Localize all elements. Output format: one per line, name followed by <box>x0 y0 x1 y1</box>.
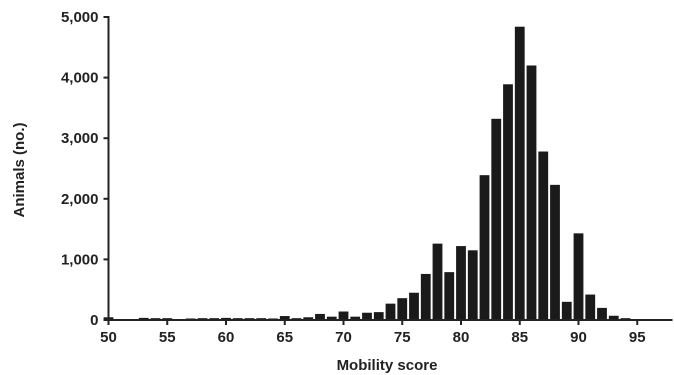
x-tick-label: 70 <box>335 329 352 346</box>
bar <box>338 311 349 320</box>
bar <box>550 184 560 320</box>
x-tick-label: 90 <box>570 329 587 346</box>
bar <box>444 272 455 320</box>
y-tick-label: 5,000 <box>61 9 99 26</box>
y-tick-label: 3,000 <box>61 130 99 147</box>
y-tick-label: 1,000 <box>61 251 99 268</box>
x-tick-label: 75 <box>394 329 411 346</box>
bar <box>538 151 549 320</box>
bar <box>138 317 149 320</box>
x-axis: 50 55 60 65 70 75 80 85 90 95 <box>100 319 673 346</box>
bar <box>373 312 384 320</box>
y-tick-label: 4,000 <box>61 70 99 87</box>
bar <box>467 250 478 320</box>
bar <box>503 84 513 321</box>
bar <box>585 294 596 320</box>
bar <box>326 316 337 320</box>
bar <box>561 301 572 320</box>
bar <box>397 298 408 320</box>
bar <box>303 317 314 320</box>
bar <box>514 26 525 320</box>
bars-group <box>103 26 643 321</box>
bar <box>420 273 431 320</box>
x-tick-label: 80 <box>453 329 470 346</box>
bar <box>491 118 502 320</box>
bar <box>597 307 607 320</box>
x-tick-label: 60 <box>218 329 235 346</box>
bar <box>362 312 372 320</box>
bar <box>573 233 584 320</box>
bar <box>221 317 231 320</box>
x-tick-label: 55 <box>159 329 176 346</box>
x-tick-label: 95 <box>629 329 646 346</box>
bar <box>526 65 537 320</box>
x-axis-title: Mobility score <box>337 357 438 374</box>
bar <box>315 313 325 320</box>
x-tick-label: 85 <box>511 329 528 346</box>
bar <box>479 175 490 320</box>
x-tick-label: 65 <box>276 329 293 346</box>
y-tick-label: 2,000 <box>61 191 99 208</box>
x-tick-label: 50 <box>100 329 117 346</box>
y-axis-title: Animals (no.) <box>11 122 28 217</box>
bar <box>432 243 443 320</box>
y-tick-label: 0 <box>90 312 98 329</box>
bar <box>608 315 619 320</box>
y-axis: 0 1,000 2,000 3,000 4,000 5,000 <box>61 9 110 329</box>
bar <box>385 303 396 320</box>
bar <box>279 316 290 320</box>
bar <box>350 316 361 320</box>
bar <box>456 246 466 320</box>
bar <box>409 292 419 320</box>
